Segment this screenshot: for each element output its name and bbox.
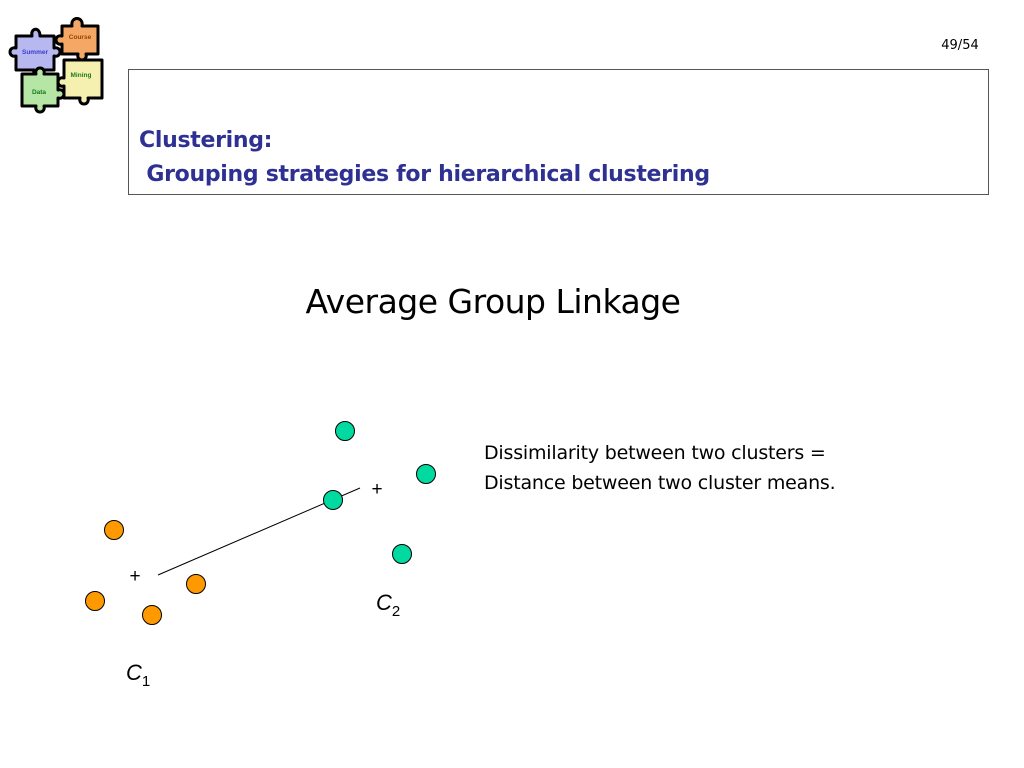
logo-label-mining: Mining [71, 72, 92, 79]
cluster-2-point [416, 464, 436, 484]
cluster-2-point [323, 490, 343, 510]
cluster-2-point [335, 421, 355, 441]
slide-subtitle: Grouping strategies for hierarchical clu… [139, 162, 710, 187]
cluster-1-label: C1 [126, 660, 150, 690]
cluster-1-point [186, 574, 206, 594]
cluster-1-point [142, 605, 162, 625]
puzzle-piece-data [20, 66, 66, 114]
logo-label-data: Data [32, 89, 46, 96]
logo-label-course: Course [69, 34, 92, 41]
page-number: 49/54 [941, 38, 979, 53]
slide-title: Clustering: [139, 128, 273, 153]
section-heading: Average Group Linkage [305, 282, 681, 321]
description-line-1: Dissimilarity between two clusters = [484, 442, 826, 464]
logo-label-summer: Summer [22, 49, 48, 56]
cluster-1-point [85, 591, 105, 611]
cluster-1-points [85, 520, 206, 625]
description-text: Dissimilarity between two clusters = Dis… [484, 438, 836, 498]
description-line-2: Distance between two cluster means. [484, 472, 836, 494]
cluster-2-label: C2 [376, 590, 400, 620]
puzzle-piece-summer [8, 27, 62, 78]
cluster-2-point [392, 544, 412, 564]
cluster-2-points [323, 421, 436, 564]
title-box: Clustering: Grouping strategies for hier… [128, 69, 989, 195]
cluster-1-mean-marker: + [129, 566, 140, 587]
cluster-1-point [104, 520, 124, 540]
puzzle-logo-icon: Summer Course Mining Data [8, 17, 104, 114]
cluster-2-mean-marker: + [371, 479, 382, 500]
